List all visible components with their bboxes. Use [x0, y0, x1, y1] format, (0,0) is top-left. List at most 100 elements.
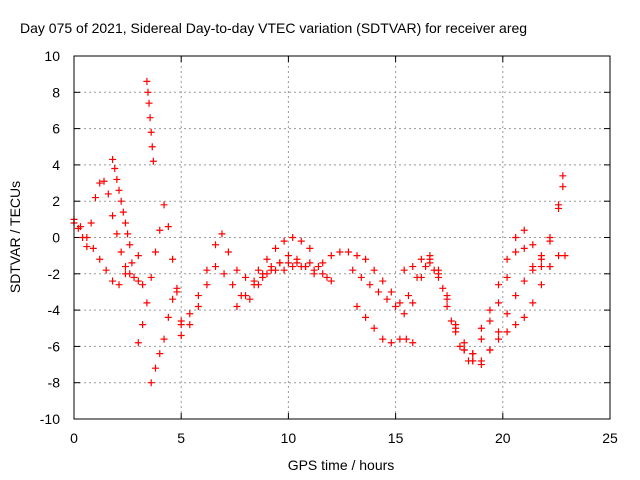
data-point: [306, 244, 314, 252]
data-point: [96, 179, 104, 187]
data-point: [434, 273, 442, 281]
axis-ticks: 0 5 10 15 20 25 -10 -8 -6 -4 -2 0 2 4 6 8 10: [40, 48, 618, 446]
data-point: [486, 317, 494, 325]
plot-frame: [73, 55, 611, 420]
data-point: [145, 99, 153, 107]
data-point: [83, 243, 91, 251]
series-track-10: [254, 234, 314, 274]
data-point: [319, 270, 327, 278]
data-point: [267, 266, 275, 274]
data-point: [546, 234, 554, 241]
data-point: [495, 299, 503, 307]
data-point: [314, 263, 322, 271]
y-tick-label: 2: [52, 193, 60, 209]
data-point: [469, 350, 477, 358]
data-point: [263, 255, 271, 263]
data-point: [503, 255, 511, 263]
data-point: [218, 230, 226, 238]
data-point: [224, 248, 232, 256]
data-point: [409, 299, 417, 307]
data-point: [148, 143, 156, 151]
data-point: [426, 252, 434, 260]
data-point: [486, 346, 494, 354]
data-point: [402, 335, 410, 343]
data-point: [203, 281, 211, 289]
data-point: [434, 266, 442, 274]
data-point: [169, 295, 177, 303]
x-tick-label: 10: [281, 430, 297, 446]
data-point: [460, 339, 468, 347]
data-point: [242, 292, 250, 300]
data-point: [194, 302, 202, 310]
data-point: [512, 292, 520, 300]
data-point: [156, 226, 164, 234]
data-point: [477, 361, 485, 369]
data-point: [396, 335, 404, 343]
x-axis-title: GPS time / hours: [288, 457, 395, 473]
data-point: [147, 128, 155, 136]
data-point: [297, 237, 305, 245]
x-tick-label: 15: [388, 430, 404, 446]
data-point: [443, 302, 451, 310]
data-point: [460, 346, 468, 354]
data-point: [452, 328, 460, 336]
data-point: [503, 310, 511, 318]
data-point: [529, 241, 537, 249]
data-point: [104, 190, 112, 198]
data-point: [409, 339, 417, 347]
data-point: [233, 302, 241, 310]
series-track-15: [426, 183, 567, 365]
data-point: [486, 306, 494, 314]
data-point: [469, 357, 477, 365]
data-point: [124, 230, 132, 238]
data-point: [323, 273, 331, 281]
data-points: [70, 77, 569, 387]
data-point: [272, 244, 280, 252]
data-point: [160, 201, 168, 209]
data-point: [134, 277, 142, 285]
series-track-13: [353, 302, 417, 347]
data-point: [130, 273, 138, 281]
data-point: [121, 263, 129, 271]
data-point: [362, 313, 370, 321]
data-point: [121, 219, 129, 227]
data-point: [149, 157, 157, 165]
data-point: [520, 244, 528, 252]
data-point: [520, 277, 528, 285]
data-point: [495, 335, 503, 343]
x-tick-label: 20: [495, 430, 511, 446]
data-point: [250, 281, 258, 289]
data-point: [144, 88, 152, 96]
data-point: [409, 263, 417, 271]
data-point: [194, 292, 202, 300]
data-point: [164, 223, 172, 231]
data-point: [387, 339, 395, 347]
data-point: [113, 175, 121, 183]
data-point: [115, 186, 123, 194]
data-point: [422, 263, 430, 271]
data-point: [96, 255, 104, 263]
data-point: [289, 234, 297, 241]
y-tick-label: -10: [40, 411, 60, 427]
data-point: [383, 295, 391, 303]
data-point: [102, 266, 110, 274]
data-point: [220, 270, 228, 278]
data-point: [254, 266, 262, 274]
data-point: [392, 302, 400, 310]
data-point: [76, 223, 84, 231]
data-point: [156, 350, 164, 358]
series-track-6: [147, 284, 181, 387]
data-point: [186, 310, 194, 318]
data-point: [546, 263, 554, 271]
data-point: [233, 266, 241, 274]
y-tick-label: 10: [44, 48, 60, 64]
data-point: [439, 284, 447, 292]
data-point: [139, 281, 147, 289]
data-point: [302, 263, 310, 271]
data-point: [336, 248, 344, 256]
grid: [74, 56, 610, 419]
data-point: [370, 266, 378, 274]
y-tick-label: 8: [52, 84, 60, 100]
data-point: [128, 259, 136, 267]
data-point: [512, 321, 520, 329]
